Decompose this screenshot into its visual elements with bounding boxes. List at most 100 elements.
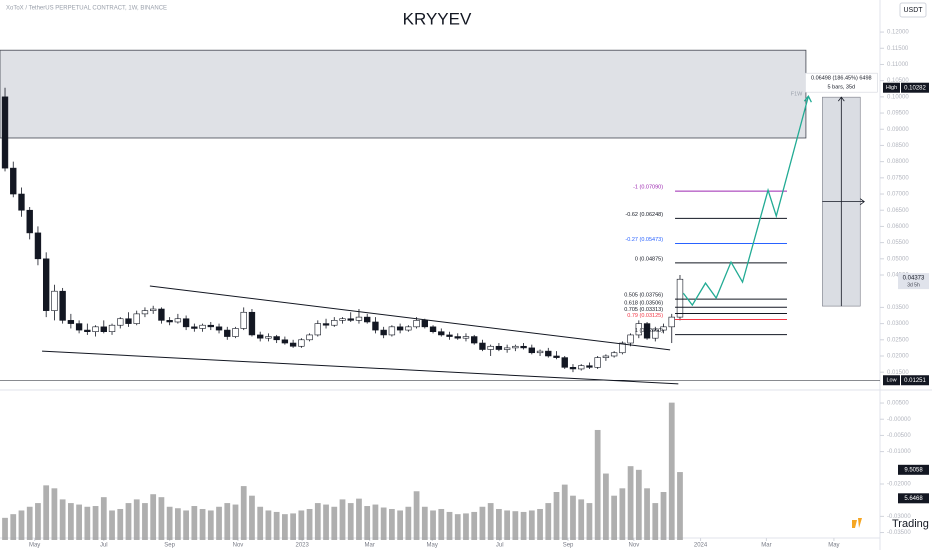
volume-bar — [158, 497, 165, 540]
volume-bar — [413, 491, 420, 540]
candle-body — [67, 320, 75, 324]
fib-label: 0.505 (0.03756) — [624, 293, 663, 299]
volume-bar — [26, 506, 33, 540]
candle-body — [51, 290, 58, 311]
fib-label: 1 (0.02660) — [635, 328, 663, 334]
candle-body — [495, 345, 503, 350]
currency-button[interactable] — [899, 2, 927, 18]
volume-bar — [389, 508, 395, 540]
volume-bar — [59, 499, 66, 540]
volume-bar — [380, 507, 387, 540]
volume-bar — [249, 495, 255, 540]
volume-bar — [652, 503, 659, 540]
low-label: Low — [886, 378, 896, 384]
logo-icon — [852, 518, 862, 528]
volume-bar — [644, 488, 650, 540]
volume-bar — [372, 504, 379, 540]
candle-body — [660, 326, 667, 331]
candle-body — [199, 324, 206, 329]
y-tick-label: 0.01500 — [887, 370, 909, 376]
y-tick-label: 0.09500 — [887, 111, 909, 117]
fib-label: -0.62 (0.06248) — [625, 212, 663, 218]
candle-body — [100, 326, 107, 332]
candle-body — [125, 318, 132, 324]
volume-bar — [51, 488, 58, 540]
candle-body — [150, 308, 157, 311]
x-tick-label: Mar — [364, 543, 374, 549]
y-tick-label: 0.03000 — [887, 321, 909, 327]
x-tick-label: Sep — [563, 543, 574, 549]
y-tick-label: 0.07500 — [887, 175, 909, 181]
y-tick-label: 0.08500 — [887, 143, 909, 149]
volume-axis-label: 0.00500 — [887, 401, 909, 407]
candle-body — [627, 334, 634, 344]
volume-bar — [438, 508, 445, 540]
candle-body — [462, 336, 470, 339]
y-tick-label: 0.03500 — [887, 305, 909, 311]
volume-bar — [421, 506, 428, 540]
volume-bar — [265, 510, 272, 540]
volume-bar — [364, 506, 371, 540]
candle-body — [92, 326, 99, 332]
volume-bar — [479, 506, 486, 540]
volume-bar — [520, 511, 527, 540]
volume-bar — [142, 503, 148, 540]
volume-bar — [677, 472, 683, 540]
volume-bar — [240, 486, 247, 540]
candle-body — [479, 342, 486, 350]
candle-body — [413, 320, 420, 328]
x-tick-label: Jul — [100, 543, 108, 549]
candle-body — [561, 357, 568, 368]
candle-body — [503, 347, 511, 350]
volume-bar — [2, 517, 8, 540]
candle-body — [108, 324, 116, 332]
y-tick-label: 0.06000 — [887, 224, 909, 230]
candle-body — [298, 339, 305, 347]
candle-body — [578, 365, 585, 370]
volume-bar — [117, 508, 124, 540]
fib-label: 0 (0.04875) — [635, 256, 663, 262]
volume-bar — [84, 506, 91, 540]
x-tick-label: 2023 — [295, 543, 309, 549]
volume-bar — [496, 508, 502, 540]
candle-body — [471, 336, 478, 344]
x-tick-label: Mar — [761, 543, 771, 549]
candle-body — [652, 329, 659, 339]
low-tag — [901, 375, 929, 386]
last-price-tag — [898, 273, 929, 290]
volume-bar — [463, 513, 469, 540]
candle-body — [75, 323, 83, 331]
low-label-box — [883, 375, 900, 386]
volume-marker-tag — [898, 464, 929, 475]
y-tick-label: 0.02500 — [887, 337, 909, 343]
candle-body — [405, 326, 412, 331]
volume-bar — [306, 508, 313, 540]
candle-body — [339, 318, 346, 321]
volume-bar — [92, 506, 99, 540]
candle-body — [289, 342, 297, 347]
candle-body — [84, 329, 91, 332]
volume-bar — [454, 514, 461, 540]
subtitle: XoToX / TetherUS PERPETUAL CONTRACT, 1W,… — [6, 6, 167, 12]
measure-info-box — [805, 72, 878, 93]
x-tick-label: Sep — [164, 543, 175, 549]
volume-bar — [298, 510, 305, 540]
candle-body — [18, 193, 25, 211]
candle-body — [281, 339, 289, 344]
volume-bar — [257, 506, 264, 540]
candle-body — [569, 367, 577, 370]
volume-axis-label: -0.00000 — [887, 417, 911, 423]
candle-body — [248, 311, 256, 336]
volume-bar — [603, 473, 609, 540]
high-tag — [901, 82, 929, 93]
volume-bar — [619, 488, 626, 540]
candle-body — [429, 326, 437, 332]
volume-bar — [356, 498, 362, 540]
volume-bar — [635, 469, 642, 540]
measure-horizontal-arrow — [860, 198, 865, 205]
candle-body — [388, 326, 396, 336]
high-label-box — [883, 82, 900, 93]
candle-body — [42, 258, 50, 311]
y-tick-label: 0.11500 — [887, 46, 909, 52]
y-tick-label: 0.05500 — [887, 240, 909, 246]
